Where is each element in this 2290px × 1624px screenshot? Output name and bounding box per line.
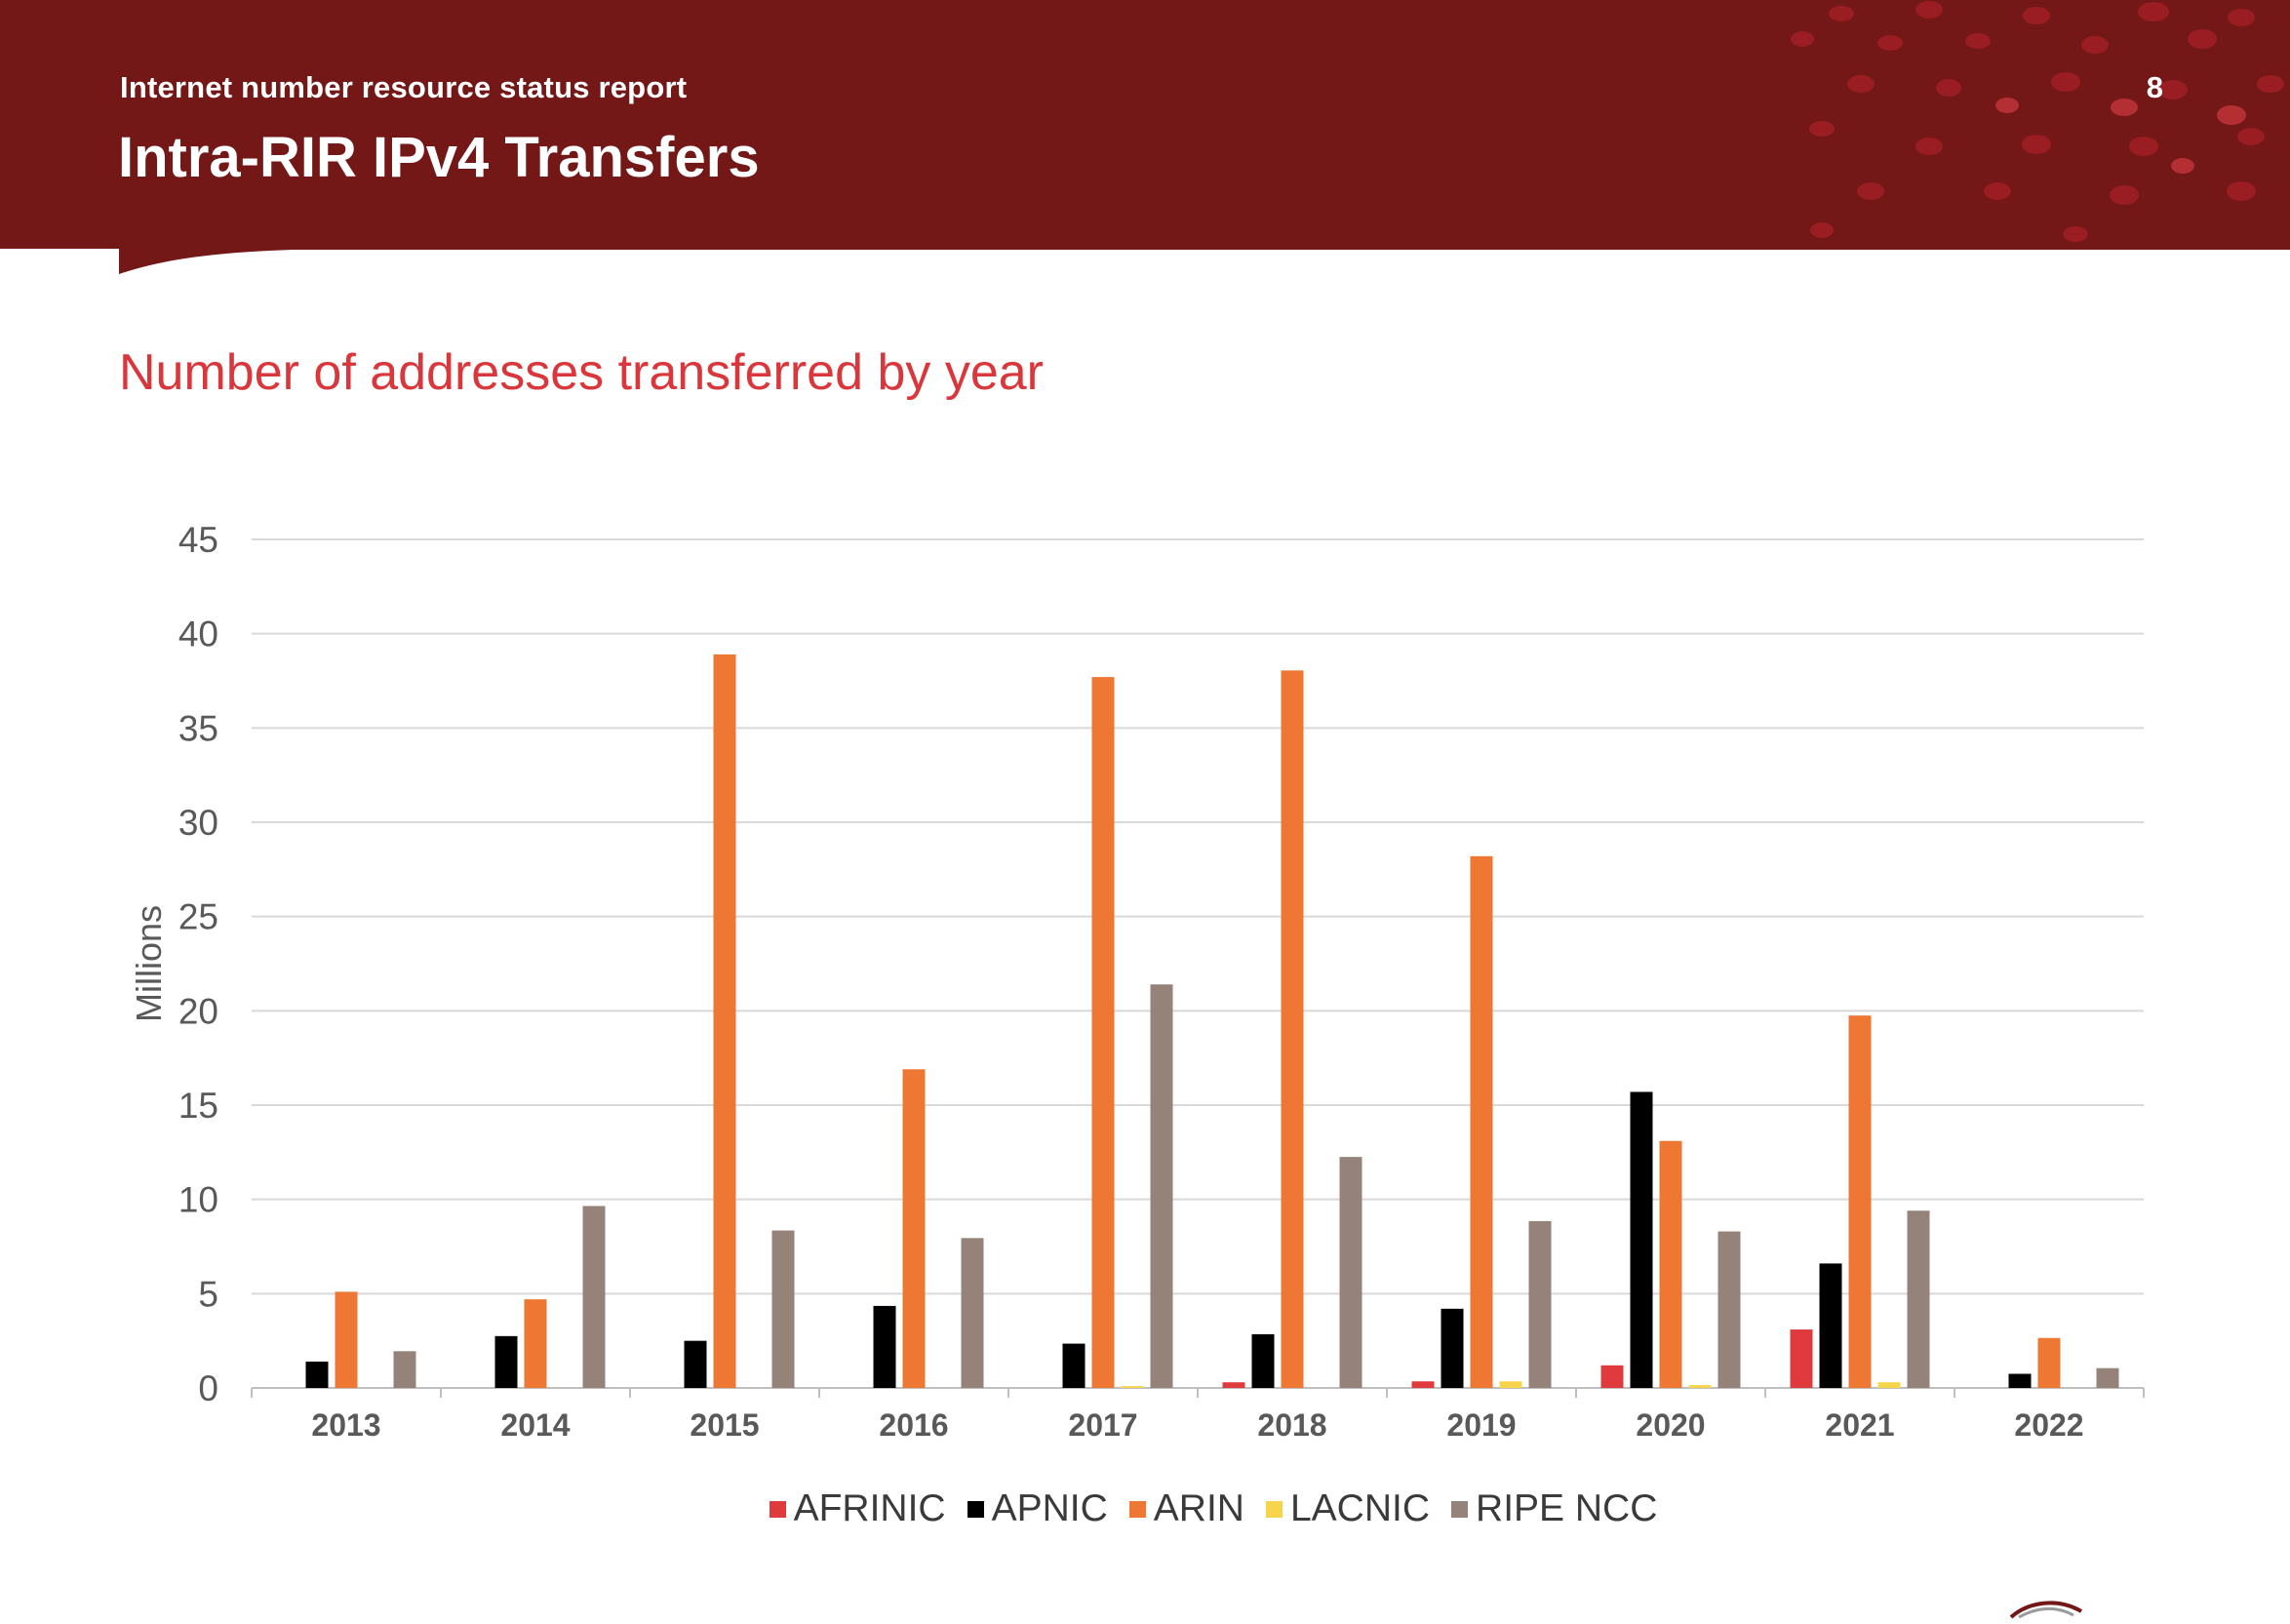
x-tick-label: 2015 (690, 1407, 759, 1443)
legend-item: AFRINIC (769, 1487, 946, 1530)
report-label: Internet number resource status report (120, 70, 688, 104)
bar-ripe-ncc-2014 (582, 1206, 606, 1388)
bar-ripe-ncc-2021 (1907, 1210, 1930, 1388)
bar-apnic-2015 (684, 1340, 707, 1388)
bar-apnic-2021 (1819, 1263, 1842, 1388)
bar-afrinic-2020 (1600, 1365, 1624, 1388)
bar-arin-2022 (2037, 1337, 2061, 1388)
bar-arin-2014 (524, 1299, 547, 1388)
x-tick-label: 2016 (879, 1407, 948, 1443)
y-axis-title: Millions (129, 905, 169, 1022)
legend-swatch (967, 1500, 984, 1518)
legend-item: APNIC (967, 1487, 1108, 1530)
x-tick-label: 2022 (2014, 1407, 2083, 1443)
x-tick-label: 2020 (1636, 1407, 1705, 1443)
bar-arin-2013 (335, 1291, 358, 1388)
legend-swatch (1265, 1500, 1283, 1518)
legend-label: LACNIC (1289, 1487, 1431, 1529)
legend-label: ARIN (1153, 1487, 1244, 1529)
bar-apnic-2019 (1441, 1308, 1464, 1388)
bar-apnic-2014 (494, 1335, 518, 1388)
bar-ripe-ncc-2019 (1528, 1220, 1552, 1388)
bar-afrinic-2019 (1411, 1381, 1435, 1388)
bar-ripe-ncc-2018 (1339, 1157, 1362, 1388)
legend-swatch (769, 1500, 786, 1518)
header-curve (0, 249, 2290, 278)
legend-item: RIPE NCC (1451, 1487, 1657, 1530)
bar-afrinic-2018 (1222, 1382, 1245, 1388)
bar-ripe-ncc-2013 (393, 1351, 416, 1388)
y-tick-label: 45 (178, 520, 218, 560)
bar-lacnic-2017 (1121, 1386, 1144, 1388)
legend-label: AFRINIC (793, 1487, 946, 1529)
bar-lacnic-2019 (1499, 1381, 1522, 1388)
x-tick-label: 2021 (1825, 1407, 1894, 1443)
y-tick-label: 20 (178, 991, 218, 1031)
y-tick-label: 25 (178, 897, 218, 937)
bar-arin-2017 (1091, 677, 1115, 1388)
bar-arin-2020 (1659, 1140, 1682, 1388)
legend-item: LACNIC (1265, 1487, 1431, 1530)
chart-legend: AFRINIC APNIC ARIN LACNIC RIPE NCC (0, 1485, 2290, 1533)
x-tick-label: 2017 (1068, 1407, 1137, 1443)
y-tick-label: 5 (198, 1274, 218, 1314)
bar-apnic-2018 (1251, 1333, 1275, 1388)
bar-lacnic-2021 (1877, 1382, 1901, 1388)
bar-apnic-2016 (873, 1305, 896, 1388)
x-tick-label: 2014 (500, 1407, 570, 1443)
x-tick-label: 2018 (1257, 1407, 1326, 1443)
bar-arin-2016 (902, 1069, 926, 1388)
y-tick-label: 35 (178, 708, 218, 748)
y-tick-label: 0 (198, 1368, 218, 1408)
legend-swatch (1451, 1500, 1469, 1518)
x-tick-label: 2019 (1446, 1407, 1516, 1443)
legend-item: ARIN (1128, 1487, 1244, 1530)
bar-lacnic-2020 (1688, 1385, 1712, 1388)
page-title: Intra-RIR IPv4 Transfers (118, 126, 760, 189)
header-banner: Internet number resource status report 8… (0, 0, 2290, 250)
bar-ripe-ncc-2017 (1150, 984, 1173, 1388)
bar-ripe-ncc-2015 (771, 1230, 795, 1388)
y-tick-label: 15 (178, 1086, 218, 1126)
decorative-dots-pattern (1791, 1, 2284, 242)
bar-ripe-ncc-2022 (2096, 1367, 2119, 1388)
y-tick-label: 30 (178, 803, 218, 843)
y-tick-label: 10 (178, 1180, 218, 1220)
x-tick-label: 2013 (311, 1407, 380, 1443)
bar-arin-2019 (1470, 855, 1493, 1388)
bar-arin-2021 (1848, 1015, 1872, 1388)
bar-ripe-ncc-2020 (1718, 1231, 1741, 1388)
bar-arin-2018 (1281, 670, 1304, 1388)
bar-afrinic-2021 (1790, 1329, 1813, 1388)
legend-label: RIPE NCC (1476, 1487, 1658, 1529)
y-tick-label: 40 (178, 614, 218, 654)
legend-swatch (1128, 1500, 1146, 1518)
bar-apnic-2013 (305, 1361, 329, 1388)
legend-label: APNIC (991, 1487, 1108, 1529)
logo-mark (2009, 1601, 2083, 1619)
section-title: Number of addresses transferred by year (119, 344, 1044, 401)
bar-arin-2015 (713, 654, 736, 1388)
bar-apnic-2020 (1630, 1091, 1653, 1388)
page-number: 8 (2146, 70, 2163, 104)
bar-apnic-2017 (1062, 1343, 1086, 1388)
bar-apnic-2022 (2008, 1373, 2032, 1388)
bar-ripe-ncc-2016 (961, 1238, 984, 1388)
